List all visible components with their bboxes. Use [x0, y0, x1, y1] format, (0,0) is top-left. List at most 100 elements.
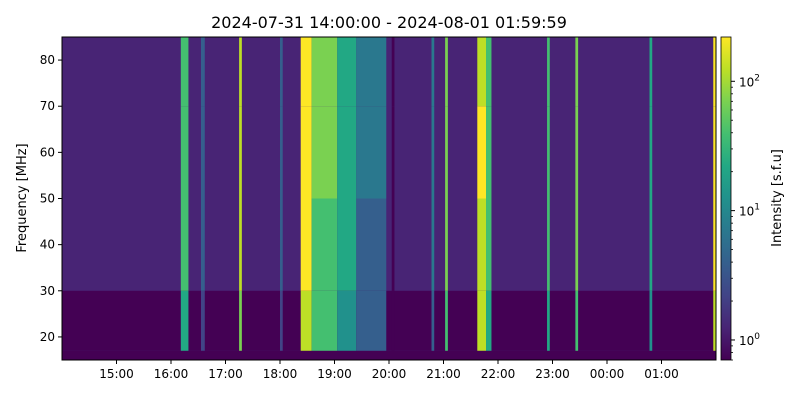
burst-5-band-2	[311, 106, 338, 199]
burst-1-band-1	[200, 198, 205, 291]
burst-6-band-0	[337, 290, 357, 351]
burst-10-band-0	[445, 290, 448, 351]
burst-10-band-1	[445, 198, 448, 291]
x-axis: 15:00 16:00 17:00 18:00 19:00 20:00 21:00 22:00…	[99, 360, 679, 381]
burst-0-band-2	[180, 106, 189, 199]
burst-4-band-3	[300, 37, 312, 107]
burst-0-band-1	[180, 198, 189, 291]
burst-12-band-3	[486, 37, 492, 107]
burst-1-band-3	[200, 37, 205, 107]
burst-14-band-3	[575, 37, 579, 107]
burst-2-band-2	[239, 106, 242, 199]
x-tick-label-4: 19:00	[317, 367, 352, 381]
burst-3-band-3	[280, 37, 283, 107]
burst-7-band-2	[356, 106, 387, 199]
heatmap-floor	[62, 350, 716, 360]
y-axis: 20 30 40 50 60 70 80	[40, 53, 62, 344]
x-tick-label-10: 01:00	[644, 367, 679, 381]
burst-8-band-0	[391, 290, 395, 351]
burst-13-band-2	[547, 106, 550, 199]
x-tick-label-0: 15:00	[99, 367, 134, 381]
burst-9-band-1	[431, 198, 435, 291]
burst-7-band-3	[356, 37, 387, 107]
burst-3-band-2	[280, 106, 283, 199]
burst-0-band-0	[180, 290, 189, 351]
burst-9-band-2	[431, 106, 435, 199]
burst-10-band-2	[445, 106, 448, 199]
burst-5-band-0	[311, 290, 338, 351]
burst-4-band-1	[300, 198, 312, 291]
burst-16-band-2	[713, 106, 716, 199]
burst-6-band-2	[337, 106, 357, 199]
burst-15-band-3	[649, 37, 653, 107]
heatmap-low-band	[62, 290, 716, 351]
burst-9-band-0	[431, 290, 435, 351]
x-tick-label-9: 00:00	[590, 367, 625, 381]
burst-8-band-1	[391, 198, 395, 291]
colorbar-tick-exponent-0: 0	[754, 332, 760, 342]
burst-2-band-0	[239, 290, 242, 351]
burst-16-band-3	[713, 37, 716, 107]
burst-9-band-3	[431, 37, 435, 107]
colorbar-tick-label-1: 101	[739, 203, 760, 219]
burst-11-band-2	[477, 106, 487, 199]
burst-5-band-3	[311, 37, 338, 107]
burst-8-band-2	[391, 106, 395, 199]
burst-5-band-1	[311, 198, 338, 291]
colorbar-label: Intensity [s.f.u]	[770, 149, 785, 247]
x-tick-label-7: 22:00	[481, 367, 516, 381]
burst-15-band-2	[649, 106, 653, 199]
burst-4-band-2	[300, 106, 312, 199]
burst-11-band-3	[477, 37, 487, 107]
y-tick-label-4: 60	[40, 145, 55, 159]
burst-7-band-0	[356, 290, 387, 351]
burst-6-band-1	[337, 198, 357, 291]
x-tick-label-5: 20:00	[372, 367, 407, 381]
burst-2-band-1	[239, 198, 242, 291]
burst-6-band-3	[337, 37, 357, 107]
burst-14-band-0	[575, 290, 579, 351]
x-tick-label-3: 18:00	[263, 367, 298, 381]
y-tick-label-1: 30	[40, 284, 55, 298]
burst-8-band-3	[391, 37, 395, 107]
y-tick-label-3: 50	[40, 192, 55, 206]
y-tick-label-6: 80	[40, 53, 55, 67]
heatmap-cells	[62, 37, 716, 360]
y-tick-label-5: 70	[40, 99, 55, 113]
colorbar-tick-exponent-1: 1	[754, 203, 760, 213]
burst-15-band-0	[649, 290, 653, 351]
burst-16-band-0	[713, 290, 716, 351]
burst-14-band-1	[575, 198, 579, 291]
colorbar-tick-label-2: 102	[739, 73, 760, 89]
burst-11-band-0	[477, 290, 487, 351]
burst-2-band-3	[239, 37, 242, 107]
burst-3-band-0	[280, 290, 283, 351]
colorbar-tick-label-0: 100	[739, 332, 760, 348]
colorbar	[720, 36, 732, 361]
burst-14-band-2	[575, 106, 579, 199]
burst-15-band-1	[649, 198, 653, 291]
y-tick-label-0: 20	[40, 330, 55, 344]
burst-12-band-1	[486, 198, 492, 291]
burst-1-band-0	[200, 290, 205, 351]
burst-12-band-2	[486, 106, 492, 199]
burst-10-band-3	[445, 37, 448, 107]
x-tick-label-2: 17:00	[208, 367, 243, 381]
burst-13-band-3	[547, 37, 550, 107]
burst-13-band-1	[547, 198, 550, 291]
colorbar-tick-exponent-2: 2	[754, 73, 760, 83]
burst-16-band-1	[713, 198, 716, 291]
chart-title: 2024-07-31 14:00:00 - 2024-08-01 01:59:5…	[211, 13, 567, 32]
burst-1-band-2	[200, 106, 205, 199]
x-tick-label-8: 23:00	[535, 367, 570, 381]
burst-7-band-1	[356, 198, 387, 291]
x-tick-label-1: 16:00	[154, 367, 189, 381]
y-axis-label: Frequency [MHz]	[15, 143, 30, 252]
burst-0-band-3	[180, 37, 189, 107]
y-tick-label-2: 40	[40, 238, 55, 252]
burst-4-band-0	[300, 290, 312, 351]
burst-3-band-1	[280, 198, 283, 291]
burst-13-band-0	[547, 290, 550, 351]
